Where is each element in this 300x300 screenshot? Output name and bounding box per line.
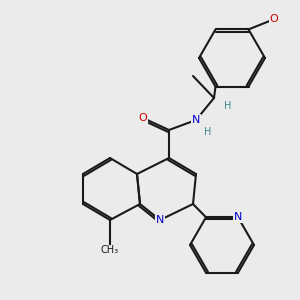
Text: O: O — [139, 113, 147, 123]
Text: O: O — [269, 14, 278, 24]
Text: H: H — [204, 127, 212, 137]
Text: N: N — [156, 215, 164, 225]
Text: N: N — [192, 115, 200, 125]
Text: CH₃: CH₃ — [101, 245, 119, 255]
Text: N: N — [234, 212, 242, 222]
Text: H: H — [224, 101, 232, 111]
